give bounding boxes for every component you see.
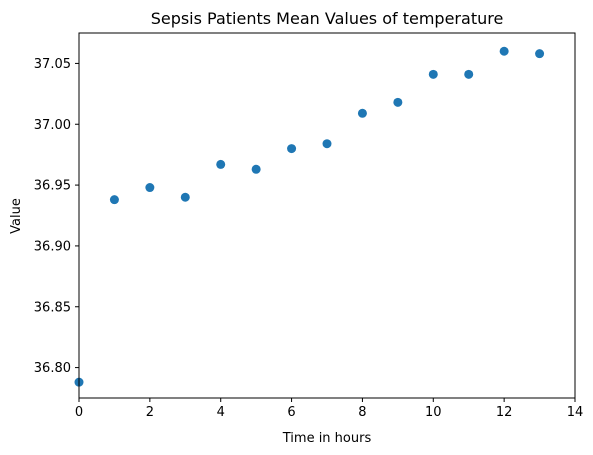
scatter-point: [357, 108, 367, 118]
scatter-point: [499, 46, 509, 56]
y-axis: 36.80 36.85 36.90 36.95 37.00 37.05: [34, 57, 79, 376]
scatter-point: [393, 97, 403, 107]
x-tick-label: 4: [217, 405, 225, 420]
y-tick-label: 36.80: [34, 361, 71, 376]
scatter-point: [180, 192, 190, 202]
x-tick-label: 6: [287, 405, 295, 420]
scatter-point: [251, 164, 261, 174]
scatter-point: [145, 183, 155, 193]
x-tick-label: 10: [425, 405, 442, 420]
y-tick-label: 37.00: [34, 118, 71, 133]
scatter-point: [535, 49, 545, 59]
x-tick-label: 14: [567, 405, 584, 420]
scatter-point: [109, 195, 119, 205]
x-tick-label: 0: [75, 405, 83, 420]
y-tick-label: 36.90: [34, 239, 71, 254]
scatter-point: [428, 69, 438, 79]
x-axis-label: Time in hours: [282, 431, 372, 446]
scatter-point: [216, 159, 226, 169]
y-tick-label: 37.05: [34, 57, 71, 72]
x-tick-label: 2: [146, 405, 154, 420]
y-axis-label: Value: [9, 198, 24, 234]
x-tick-label: 8: [358, 405, 366, 420]
points-layer: [74, 46, 545, 387]
y-tick-label: 36.95: [34, 179, 71, 194]
scatter-point: [464, 69, 474, 79]
x-axis: 0 2 4 6 8 10 12 14: [75, 398, 583, 420]
scatter-point: [322, 139, 332, 149]
x-tick-label: 12: [496, 405, 513, 420]
chart-title: Sepsis Patients Mean Values of temperatu…: [151, 9, 504, 28]
scatter-point: [287, 144, 297, 154]
plot-area-frame: [78, 32, 576, 399]
y-tick-label: 36.85: [34, 300, 71, 315]
